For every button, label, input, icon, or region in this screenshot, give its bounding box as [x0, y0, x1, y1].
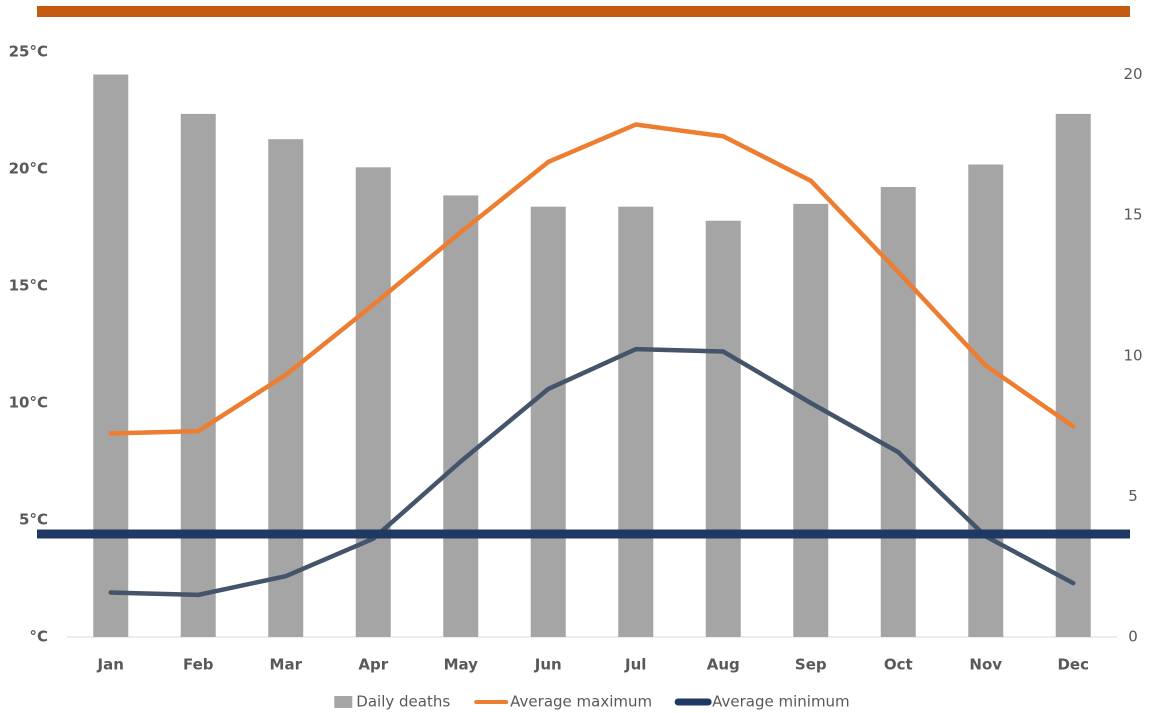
bar [355, 167, 391, 637]
x-tick-label: Mar [270, 656, 303, 674]
line [108, 346, 1076, 598]
bar [705, 220, 741, 637]
bar [793, 203, 829, 637]
x-tick-label: Oct [884, 656, 913, 674]
y-tick-label: 5°C [19, 511, 48, 529]
x-tick-label: Sep [795, 656, 827, 674]
x-tick-label: Jul [624, 656, 646, 674]
y-tick-label: °C [29, 628, 48, 646]
y2-tick-label: 0 [1128, 628, 1138, 646]
line [108, 122, 1076, 436]
y-tick-label: 10°C [9, 394, 48, 412]
y2-tick-label: 20 [1123, 65, 1142, 83]
header-bar [37, 6, 1130, 17]
x-tick-label: Feb [183, 656, 214, 674]
y-tick-label: 15°C [9, 277, 48, 295]
bar [180, 113, 216, 637]
x-tick-label: Apr [358, 656, 388, 674]
y2-tick-label: 15 [1123, 206, 1142, 224]
bar [618, 206, 654, 637]
bar [1055, 113, 1091, 637]
y2-tick-label: 5 [1128, 487, 1138, 505]
x-tick-label: Aug [707, 656, 740, 674]
x-tick-label: May [444, 656, 479, 674]
legend-swatch [334, 696, 353, 708]
y2-tick-label: 10 [1123, 346, 1142, 364]
y-tick-label: 25°C [9, 43, 48, 61]
bar [880, 187, 916, 637]
legend-label: Average minimum [712, 693, 850, 711]
y-tick-label: 20°C [9, 160, 48, 178]
x-tick-label: Nov [969, 656, 1002, 674]
bar [93, 74, 129, 637]
bar [530, 206, 566, 637]
x-tick-label: Jun [534, 656, 562, 674]
legend-label: Daily deaths [356, 693, 450, 711]
x-tick-label: Dec [1057, 656, 1089, 674]
bar [443, 195, 479, 637]
bar [268, 139, 304, 637]
bar [968, 164, 1004, 637]
legend-label: Average maximum [510, 693, 652, 711]
x-tick-label: Jan [97, 656, 124, 674]
